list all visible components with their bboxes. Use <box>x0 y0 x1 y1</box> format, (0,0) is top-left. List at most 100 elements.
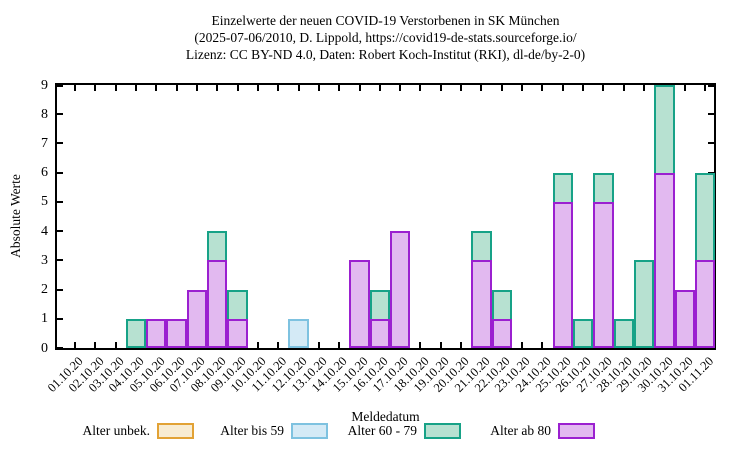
x-tick <box>277 342 280 348</box>
legend-label: Alter 60 - 79 <box>347 423 417 438</box>
y-tick <box>57 288 63 291</box>
y-tick-label: 8 <box>41 106 48 122</box>
x-tick-top <box>582 85 585 91</box>
bar-segment <box>471 260 492 348</box>
x-tick <box>317 342 320 348</box>
chart-title-line-1: Einzelwerte der neuen COVID-19 Verstorbe… <box>211 13 560 28</box>
x-tick-top <box>277 85 280 91</box>
bar-segment <box>369 289 390 321</box>
bar-segment <box>593 201 614 348</box>
bar-segment <box>552 172 573 204</box>
y-tick <box>57 142 63 145</box>
bar-segment <box>186 289 208 348</box>
x-tick-top <box>399 85 402 91</box>
bar-segment <box>491 289 512 321</box>
y-tick-label: 6 <box>41 165 48 181</box>
x-tick-top <box>521 85 524 91</box>
bar-segment <box>288 318 309 348</box>
y-tick-label: 4 <box>41 223 48 239</box>
bar-segment <box>207 260 228 348</box>
bar-segment <box>572 318 594 348</box>
x-tick-top <box>419 85 422 91</box>
y-tick-right <box>708 113 714 116</box>
y-tick-label: 9 <box>41 77 48 93</box>
bar-segment <box>227 318 248 348</box>
x-tick-top <box>216 85 219 91</box>
bar-segment <box>654 172 675 348</box>
y-tick-right <box>708 347 714 349</box>
x-tick-top <box>683 85 686 91</box>
bar-segment <box>552 201 573 348</box>
x-tick <box>419 342 422 348</box>
y-tick <box>57 347 63 349</box>
legend-item-alter-60-79: Alter 60 - 79 <box>348 423 461 439</box>
bar-segment <box>207 231 228 263</box>
bar-segment <box>390 231 411 348</box>
bar-segment <box>593 172 614 204</box>
y-tick <box>57 113 63 116</box>
x-tick <box>114 342 117 348</box>
bar-segment <box>125 318 147 348</box>
x-tick-top <box>155 85 158 91</box>
bar-segment <box>369 318 390 348</box>
chart-title: Einzelwerte der neuen COVID-19 Verstorbe… <box>55 12 716 63</box>
x-tick-top <box>378 85 381 91</box>
y-tick <box>57 171 63 174</box>
x-tick-top <box>114 85 117 91</box>
x-tick-top <box>134 85 137 91</box>
legend-label: Alter bis 59 <box>220 423 284 438</box>
x-tick-top <box>195 85 198 91</box>
x-tick-top <box>561 85 564 91</box>
legend-item-alter-bis-59: Alter bis 59 <box>220 423 328 439</box>
bar-segment <box>166 318 187 348</box>
bar-segment <box>654 85 675 175</box>
x-tick-top <box>74 85 76 91</box>
x-tick-top <box>256 85 259 91</box>
y-tick-label: 3 <box>41 252 48 268</box>
y-tick <box>57 317 63 320</box>
x-tick-top <box>480 85 483 91</box>
legend-item-alter-unbek: Alter unbek. <box>83 423 194 439</box>
bar-segment <box>227 289 248 321</box>
x-tick-top <box>602 85 605 91</box>
x-tick-top <box>439 85 442 91</box>
chart-title-line-3: Lizenz: CC BY-ND 4.0, Daten: Robert Koch… <box>185 47 586 62</box>
legend-item-alter-ab-80: Alter ab 80 <box>490 423 595 439</box>
x-tick-top <box>622 85 625 91</box>
chart-title-line-2: (2025-07-06/2010, D. Lippold, https://co… <box>194 30 577 45</box>
legend-swatch-alter-bis-59 <box>291 423 328 439</box>
y-tick-right <box>708 142 714 145</box>
y-tick-label: 1 <box>41 311 48 327</box>
legend-label: Alter ab 80 <box>490 423 551 438</box>
y-tick <box>57 230 63 233</box>
y-tick-right <box>708 171 714 174</box>
x-tick-top <box>94 85 97 91</box>
x-tick-top <box>175 85 178 91</box>
plot-area <box>55 83 716 350</box>
x-axis-label: Meldedatum <box>351 409 420 424</box>
bar-segment <box>471 231 492 263</box>
bar-segment <box>349 260 370 348</box>
x-tick-top <box>643 85 646 91</box>
bar-segment <box>694 260 716 348</box>
legend-swatch-alter-ab-80 <box>558 423 595 439</box>
legend-swatch-alter-unbek <box>157 423 194 439</box>
y-tick-label: 0 <box>41 340 48 356</box>
x-tick <box>94 342 97 348</box>
x-tick-top <box>236 85 239 91</box>
x-tick-top <box>297 85 300 91</box>
legend-swatch-alter-60-79 <box>424 423 461 439</box>
x-tick <box>439 342 442 348</box>
y-tick <box>57 85 63 87</box>
x-tick <box>256 342 259 348</box>
y-tick-label: 5 <box>41 194 48 210</box>
x-tick-top <box>358 85 361 91</box>
x-tick-top <box>541 85 544 91</box>
y-tick-label: 2 <box>41 282 48 298</box>
x-tick-top <box>704 85 706 91</box>
x-tick-top <box>460 85 463 91</box>
bar-segment <box>694 172 716 263</box>
x-tick <box>338 342 341 348</box>
bar-segment <box>633 260 655 348</box>
